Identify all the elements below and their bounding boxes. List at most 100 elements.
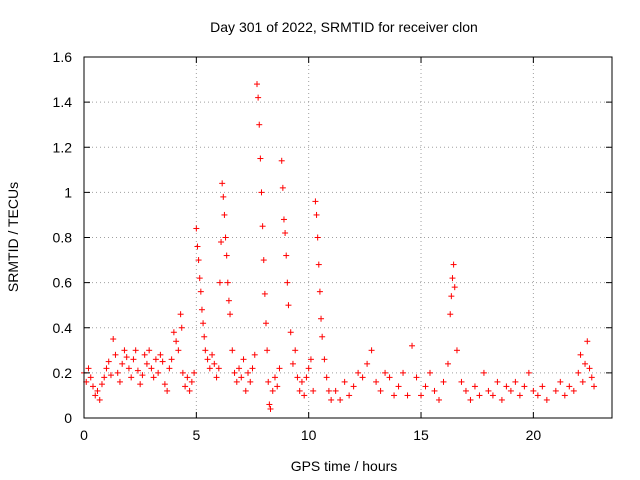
data-point xyxy=(346,392,353,399)
data-point xyxy=(236,365,243,372)
data-point xyxy=(224,279,231,286)
data-point xyxy=(521,383,528,390)
data-point xyxy=(182,383,189,390)
y-tick-label: 1.2 xyxy=(53,139,73,155)
data-point xyxy=(586,365,593,372)
data-point xyxy=(261,290,268,297)
data-point xyxy=(561,392,568,399)
data-point xyxy=(264,347,271,354)
data-point xyxy=(218,239,225,246)
data-point xyxy=(247,378,254,385)
data-point xyxy=(289,360,296,367)
data-point xyxy=(254,81,261,88)
data-point xyxy=(471,383,478,390)
data-point xyxy=(489,392,496,399)
data-point xyxy=(458,378,465,385)
data-point xyxy=(94,387,101,394)
data-point xyxy=(204,356,211,363)
data-point xyxy=(498,396,505,403)
data-point xyxy=(119,360,126,367)
data-point xyxy=(114,369,121,376)
data-point xyxy=(139,372,146,379)
data-point xyxy=(262,320,269,327)
data-point xyxy=(85,365,92,372)
data-point xyxy=(240,356,247,363)
data-point xyxy=(96,396,103,403)
data-point xyxy=(507,387,514,394)
data-point xyxy=(303,374,310,381)
data-point xyxy=(256,121,263,128)
data-point xyxy=(245,369,252,376)
data-point xyxy=(179,369,186,376)
data-point xyxy=(98,381,105,388)
data-point xyxy=(141,351,148,358)
y-axis-ticks: 0 0.2 0.4 0.6 0.8 1 1.2 1.4 1.6 xyxy=(53,49,612,426)
data-point xyxy=(444,360,451,367)
data-point xyxy=(494,378,501,385)
data-point xyxy=(440,378,447,385)
data-point xyxy=(512,378,519,385)
data-point xyxy=(159,358,166,365)
data-point xyxy=(198,306,205,313)
data-point xyxy=(557,378,564,385)
data-point xyxy=(525,369,532,376)
data-point xyxy=(323,374,330,381)
data-point xyxy=(222,234,229,241)
data-point xyxy=(552,387,559,394)
data-point xyxy=(391,392,398,399)
y-tick-label: 0.8 xyxy=(53,230,73,246)
data-point xyxy=(137,381,144,388)
data-point xyxy=(271,374,278,381)
data-point xyxy=(242,387,249,394)
data-point xyxy=(341,378,348,385)
data-point xyxy=(130,356,137,363)
data-point xyxy=(269,387,276,394)
data-point xyxy=(395,383,402,390)
x-axis-ticks: 0 5 10 15 20 xyxy=(80,57,541,443)
data-point xyxy=(146,347,153,354)
data-point xyxy=(448,293,455,300)
data-point xyxy=(368,347,375,354)
y-axis-title: SRMTID / TECUs xyxy=(5,182,21,292)
data-point xyxy=(292,347,299,354)
data-point xyxy=(202,347,209,354)
data-point xyxy=(503,383,510,390)
data-point xyxy=(579,378,586,385)
data-point xyxy=(294,374,301,381)
x-tick-label: 10 xyxy=(301,427,317,443)
data-point xyxy=(278,157,285,164)
data-point xyxy=(570,387,577,394)
data-point xyxy=(197,288,204,295)
data-point xyxy=(184,374,191,381)
data-point xyxy=(223,252,230,259)
data-point xyxy=(233,378,240,385)
data-point xyxy=(123,354,130,361)
data-point xyxy=(453,347,460,354)
data-point xyxy=(282,229,289,236)
data-point xyxy=(265,378,272,385)
data-point xyxy=(364,360,371,367)
data-point xyxy=(310,387,317,394)
data-point xyxy=(534,392,541,399)
data-point xyxy=(143,360,150,367)
data-point xyxy=(128,374,135,381)
data-point xyxy=(328,396,335,403)
data-point xyxy=(355,369,362,376)
data-point xyxy=(279,184,286,191)
data-point xyxy=(305,365,312,372)
data-point xyxy=(227,311,234,318)
data-point xyxy=(110,336,117,343)
data-point xyxy=(186,387,193,394)
data-point xyxy=(148,365,155,372)
data-point xyxy=(175,347,182,354)
data-point xyxy=(105,358,112,365)
data-point xyxy=(87,374,94,381)
data-point xyxy=(168,356,175,363)
y-tick-label: 0 xyxy=(64,410,72,426)
data-point xyxy=(103,365,110,372)
y-tick-label: 1.6 xyxy=(53,49,73,65)
data-points xyxy=(81,81,598,412)
data-point xyxy=(225,297,232,304)
data-point xyxy=(451,284,458,291)
data-point xyxy=(462,387,469,394)
